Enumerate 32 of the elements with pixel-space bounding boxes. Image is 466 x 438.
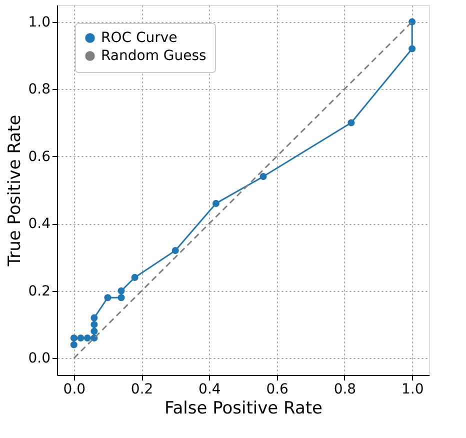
legend-label: ROC Curve <box>101 30 178 46</box>
point <box>70 334 78 342</box>
y-tick-label: 0.2 <box>28 283 50 300</box>
y-tick-label: 1.0 <box>28 14 50 30</box>
point <box>90 321 98 328</box>
point <box>104 294 112 302</box>
x-tick-label: 0.4 <box>198 382 221 398</box>
x-tick-label: 1.0 <box>401 382 424 398</box>
x-tick-label: 0.0 <box>63 382 86 398</box>
point <box>172 247 179 254</box>
point <box>408 45 416 52</box>
point <box>90 314 98 322</box>
point <box>118 287 125 294</box>
point <box>90 328 98 335</box>
x-tick-label: 0.2 <box>130 382 154 398</box>
y-tick-label: 0.0 <box>28 350 50 367</box>
point <box>348 119 355 126</box>
point <box>212 200 220 207</box>
point <box>131 274 138 281</box>
point <box>118 294 125 302</box>
x-axis-title: False Positive Rate <box>164 398 322 418</box>
x-tick-label: 0.8 <box>334 382 356 398</box>
y-tick-label: 0.4 <box>28 216 51 232</box>
legend-label: Random Guess <box>101 48 206 64</box>
y-axis-title: True Positive Rate <box>5 114 26 268</box>
x-tick-label: 0.6 <box>266 382 289 398</box>
point <box>260 173 267 180</box>
y-tick-label: 0.6 <box>28 148 51 165</box>
point <box>70 341 78 348</box>
y-tick-label: 0.8 <box>28 82 50 98</box>
point <box>77 334 84 342</box>
point <box>84 334 91 342</box>
